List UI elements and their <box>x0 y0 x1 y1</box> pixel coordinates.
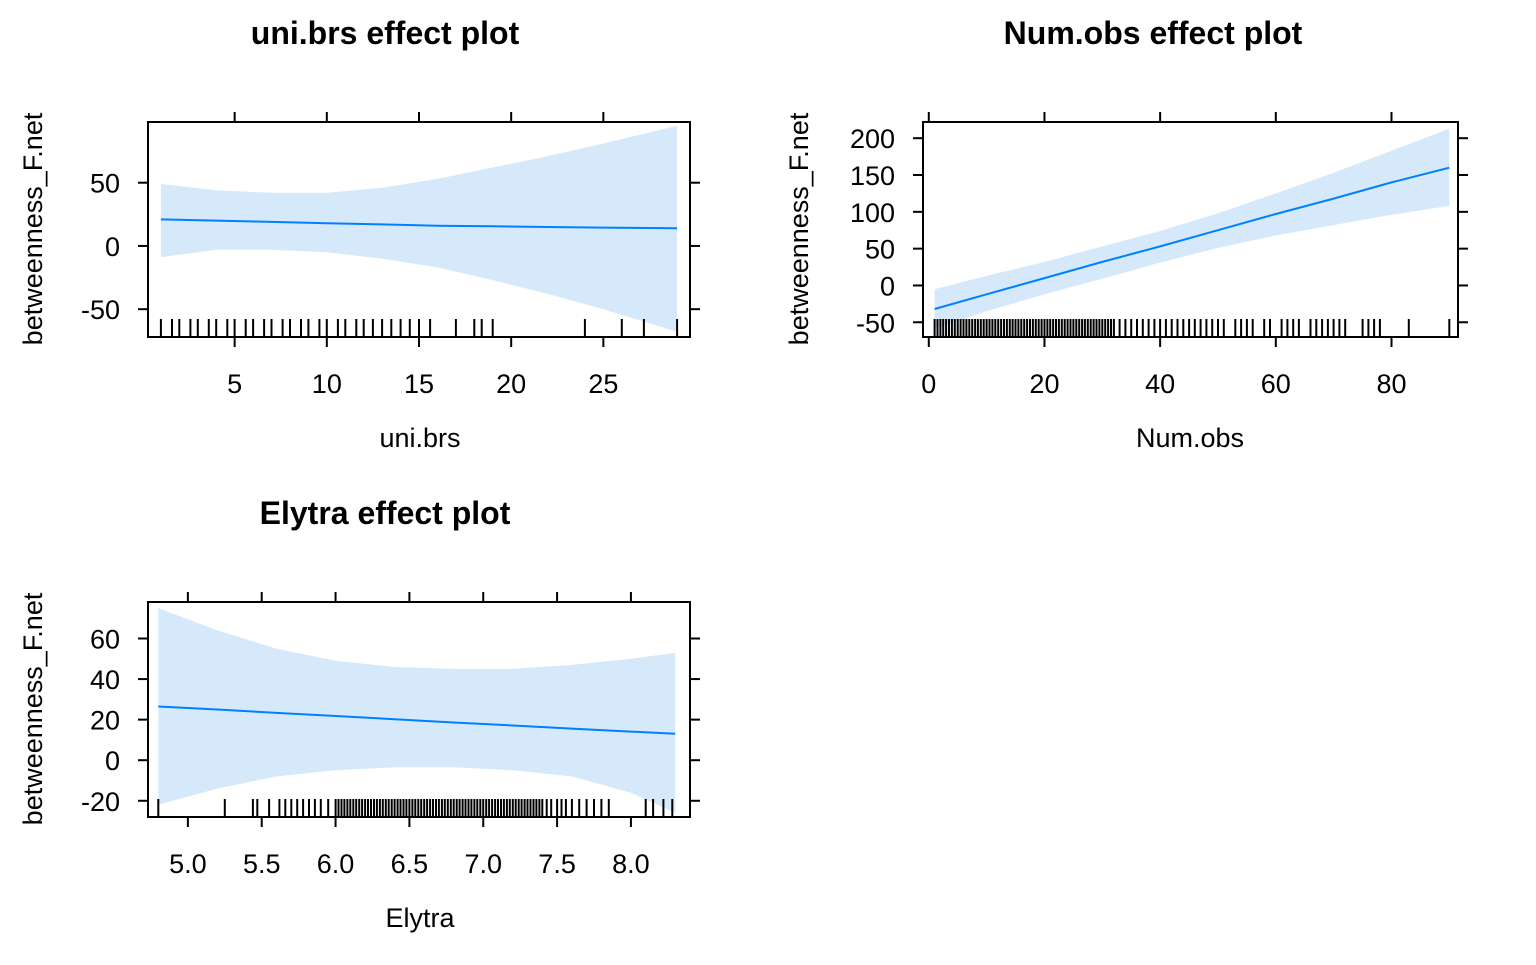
y-tick-label: 40 <box>90 665 120 695</box>
y-tick-label: 150 <box>850 161 895 191</box>
y-tick-label: 20 <box>90 706 120 736</box>
x-axis-label: uni.brs <box>379 423 460 453</box>
y-tick-label: 60 <box>90 625 120 655</box>
confidence-band <box>934 128 1450 329</box>
y-tick-label: -50 <box>81 295 120 325</box>
y-tick-label: 0 <box>880 271 895 301</box>
plot-area: 0 20 40 60 80 -50 0 50 100 150 200 <box>850 112 1468 399</box>
panel-uni-brs: uni.brs effect plot uni.brs betweenness_… <box>18 15 700 453</box>
x-tick-label: 15 <box>404 369 434 399</box>
x-tick-label: 60 <box>1261 369 1291 399</box>
x-tick-label: 40 <box>1145 369 1175 399</box>
y-axis-label: betweenness_F.net <box>18 592 48 825</box>
chart-title: uni.brs effect plot <box>251 15 520 51</box>
x-tick-label: 7.5 <box>538 849 576 879</box>
x-axis-label: Elytra <box>385 903 455 933</box>
x-tick-label: 20 <box>496 369 526 399</box>
y-axis-label: betweenness_F.net <box>18 112 48 345</box>
y-tick-label: 50 <box>90 169 120 199</box>
x-tick-label: 0 <box>921 369 936 399</box>
fit-line <box>160 218 678 230</box>
plot-frame <box>922 121 1459 338</box>
x-axis-label: Num.obs <box>1136 423 1244 453</box>
y-tick-label: 100 <box>850 198 895 228</box>
plot-area: 5 10 15 20 25 -50 0 50 <box>81 112 700 399</box>
y-tick-label: 0 <box>105 232 120 262</box>
fit-line <box>158 705 676 735</box>
fit-line <box>934 166 1450 310</box>
y-tick-label: 50 <box>865 235 895 265</box>
plot-frame <box>147 601 691 818</box>
y-tick-label: -50 <box>856 308 895 338</box>
x-tick-label: 6.5 <box>391 849 429 879</box>
chart-title: Elytra effect plot <box>260 495 511 531</box>
x-tick-label: 80 <box>1376 369 1406 399</box>
x-tick-label: 8.0 <box>612 849 650 879</box>
x-tick-label: 7.0 <box>464 849 502 879</box>
confidence-band <box>158 608 676 813</box>
y-tick-label: 200 <box>850 124 895 154</box>
x-tick-label: 25 <box>588 369 618 399</box>
x-tick-label: 20 <box>1029 369 1059 399</box>
x-tick-label: 6.0 <box>317 849 355 879</box>
chart-title: Num.obs effect plot <box>1004 15 1303 51</box>
x-tick-label: 10 <box>312 369 342 399</box>
y-tick-label: -20 <box>81 787 120 817</box>
panel-num-obs: Num.obs effect plot Num.obs betweenness_… <box>784 15 1468 453</box>
x-tick-label: 5.5 <box>243 849 281 879</box>
x-tick-label: 5 <box>227 369 242 399</box>
x-tick-label: 5.0 <box>169 849 207 879</box>
confidence-band <box>160 125 678 332</box>
y-tick-label: 0 <box>105 746 120 776</box>
panel-elytra: Elytra effect plot Elytra betweenness_F.… <box>18 495 700 933</box>
y-axis-label: betweenness_F.net <box>784 112 814 345</box>
plot-area: 5.0 5.5 6.0 6.5 7.0 7.5 8.0 -20 0 20 40 60 <box>81 592 700 879</box>
